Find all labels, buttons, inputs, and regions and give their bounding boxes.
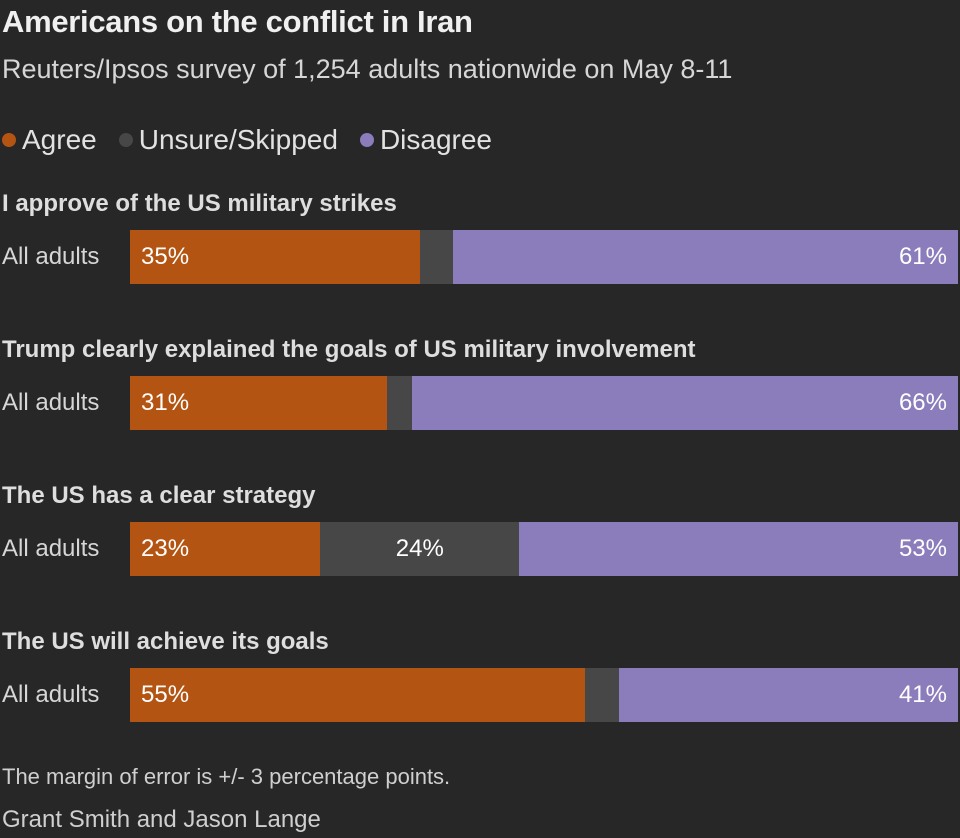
data-label-agree: 23% — [141, 535, 190, 562]
legend-label-disagree: Disagree — [379, 124, 493, 155]
legend-label-unsure: Unsure/Skipped — [138, 124, 338, 155]
bar-segment-agree — [130, 230, 420, 284]
legend-dot-disagree — [359, 133, 374, 147]
row-label-3: All adults — [2, 535, 100, 562]
question-2: Trump clearly explained the goals of US … — [2, 336, 696, 363]
bar-segment-unsure — [419, 230, 453, 284]
bar-row-2: 31% 66% — [130, 376, 958, 430]
data-label-agree: 31% — [141, 389, 190, 416]
bar-segment-unsure — [320, 522, 520, 576]
legend-dot-agree — [2, 133, 16, 147]
data-label-agree: 55% — [141, 681, 190, 708]
bar-segment-disagree — [618, 668, 958, 722]
legend-dot-unsure — [118, 133, 133, 147]
data-label-disagree: 66% — [898, 389, 947, 416]
row-label-1: All adults — [2, 243, 100, 270]
legend: Agree Unsure/Skipped Disagree — [2, 124, 514, 156]
chart-subtitle: Reuters/Ipsos survey of 1,254 adults nat… — [2, 54, 733, 84]
data-label-unsure: 24% — [395, 535, 444, 562]
bar-segment-unsure — [386, 376, 412, 430]
data-label-disagree: 53% — [898, 535, 947, 562]
data-label-disagree: 61% — [898, 243, 947, 270]
question-1: I approve of the US military strikes — [2, 190, 397, 217]
legend-item-disagree: Disagree — [359, 124, 493, 156]
bar-segment-agree — [130, 668, 586, 722]
bar-row-3: 23% 24% 53% — [130, 522, 958, 576]
row-label-2: All adults — [2, 389, 100, 416]
bar-segment-agree — [130, 376, 387, 430]
margin-of-error-note: The margin of error is +/- 3 percentage … — [2, 764, 451, 789]
question-3: The US has a clear strategy — [2, 482, 316, 509]
row-label-4: All adults — [2, 681, 100, 708]
data-label-disagree: 41% — [898, 681, 947, 708]
bar-segment-disagree — [411, 376, 958, 430]
data-label-agree: 35% — [141, 243, 190, 270]
legend-label-agree: Agree — [22, 124, 97, 155]
legend-item-agree: Agree — [2, 124, 97, 156]
bar-segment-disagree — [519, 522, 958, 576]
bar-segment-disagree — [452, 230, 958, 284]
question-4: The US will achieve its goals — [2, 628, 329, 655]
author-credit: Grant Smith and Jason Lange — [2, 806, 321, 833]
chart-title: Americans on the conflict in Iran — [2, 4, 473, 39]
legend-item-unsure: Unsure/Skipped — [118, 124, 338, 156]
bar-row-4: 55% 41% — [130, 668, 958, 722]
bar-row-1: 35% 61% — [130, 230, 958, 284]
bar-segment-agree — [130, 522, 321, 576]
bar-segment-unsure — [585, 668, 619, 722]
